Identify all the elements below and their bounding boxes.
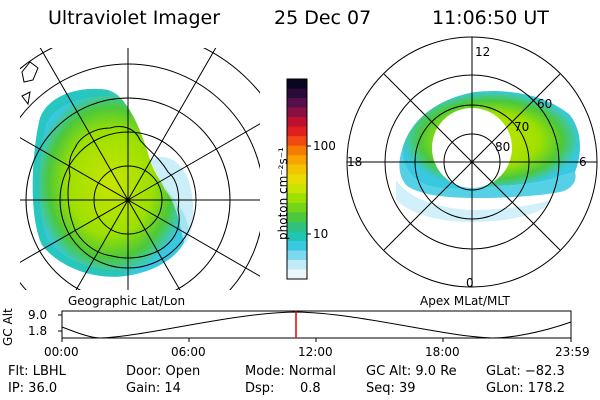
colorbar-segment (287, 212, 307, 223)
dsp-label: Dsp: (245, 381, 275, 396)
colorbar-segment (287, 193, 307, 204)
colorbar-segment (287, 221, 307, 232)
timeline-frame (61, 310, 572, 339)
colorbar-segment (287, 202, 307, 213)
geo-coast-outline (21, 61, 39, 106)
date-label: 25 Dec 07 (274, 7, 372, 29)
mlat-label-80: 80 (495, 140, 511, 154)
colorbar-tick-label-100: 100 (313, 139, 336, 153)
timeline-xtick-2359: 23:59 (555, 345, 590, 359)
timeline-xtick-0600: 06:00 (171, 345, 206, 359)
instrument-title: Ultraviolet Imager (48, 7, 221, 29)
ip-status: IP: 36.0 (8, 381, 58, 396)
apex-aurora-emission (402, 90, 580, 189)
geo-map-label: Geographic Lat/Lon (68, 294, 186, 308)
colorbar-segment (287, 155, 307, 166)
time-label: 11:06:50 UT (432, 7, 549, 29)
apex-mlt-lines (347, 37, 597, 287)
colorbar-segment (287, 231, 307, 242)
apex-aurora-edge (399, 150, 576, 198)
seq-status: Seq: 39 (366, 381, 416, 396)
mlat-label-60: 60 (537, 97, 553, 111)
mlat-label-70: 70 (514, 120, 530, 134)
gc-alt-status: GC Alt: 9.0 Re (366, 364, 457, 379)
geo-aurora-emission (32, 88, 189, 277)
colorbar-segment (287, 88, 307, 99)
colorbar-segment (287, 79, 307, 90)
colorbar-segment (287, 117, 307, 128)
colorbar-segment (287, 259, 307, 271)
timeline-xtick-1200: 12:00 (298, 345, 333, 359)
mode-status: Mode: Normal (245, 364, 336, 379)
geo-meridians (20, 48, 260, 290)
colorbar-segment (287, 164, 307, 175)
timeline-panel (58, 310, 572, 342)
timeline-ticks (58, 314, 572, 342)
colorbar-segment (287, 269, 307, 280)
colorbar-segment (287, 126, 307, 137)
colorbar-frame (286, 78, 308, 280)
colorbar-segment (287, 145, 307, 156)
door-status: Door: Open (126, 364, 201, 379)
mlt-label-0: 0 (466, 276, 474, 290)
mlt-label-18: 18 (347, 155, 363, 169)
geo-diffuse-glow (150, 156, 194, 245)
colorbar-unit-label: photon cm⁻²s⁻¹ (276, 147, 290, 240)
colorbar-segment (287, 183, 307, 194)
apex-map-label: Apex MLat/MLT (420, 294, 510, 308)
timeline-ytick-1.8: 1.8 (28, 324, 48, 338)
colorbar-segment (287, 98, 307, 109)
colorbar-segment (287, 107, 307, 118)
geo-map-panel (20, 48, 260, 290)
gain-status: Gain: 14 (126, 381, 181, 396)
colorbar-segment (287, 240, 307, 252)
glat-status: GLat: −82.3 (486, 364, 565, 379)
colorbar-segment (287, 250, 307, 261)
colorbar (287, 79, 307, 280)
filter-status: Flt: LBHL (8, 364, 66, 379)
mlt-label-6: 6 (579, 155, 587, 169)
mlt-label-12: 12 (475, 45, 491, 59)
colorbar-segment (287, 136, 307, 147)
timeline-ytick-9: 9.0 (28, 308, 48, 322)
apex-map-panel (346, 36, 598, 288)
colorbar-segment (287, 174, 307, 185)
colorbar-tick-label-10: 10 (313, 227, 329, 241)
timeline-xtick-0000: 00:00 (44, 345, 79, 359)
timeline-axis-label: GC Alt (1, 308, 15, 346)
glon-status: GLon: 178.2 (486, 381, 566, 396)
apex-diffuse-glow (396, 180, 552, 222)
timeline-xtick-1800: 18:00 (425, 345, 460, 359)
dsp-value: 0.8 (300, 381, 321, 396)
